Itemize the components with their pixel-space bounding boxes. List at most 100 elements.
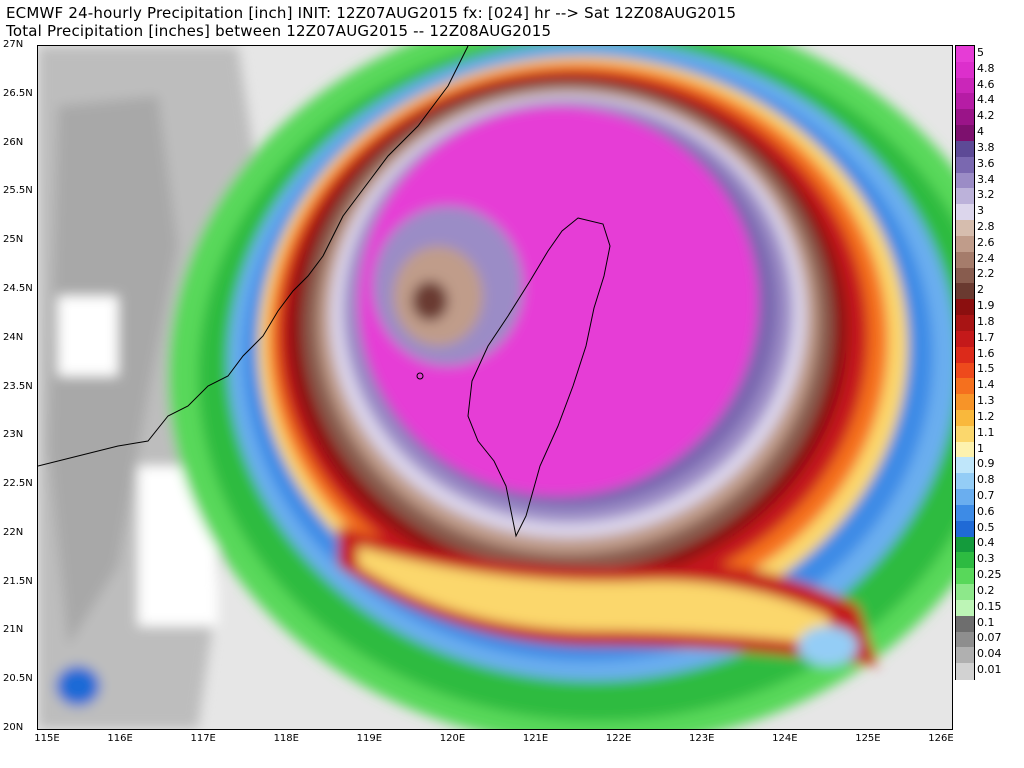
colorbar-swatch [956, 504, 974, 522]
colorbar-label: 1.9 [977, 299, 995, 313]
colorbar-swatch [956, 61, 974, 79]
lat-label: 24.5N [3, 282, 33, 294]
colorbar-swatch [956, 378, 974, 395]
colorbar-swatch [956, 631, 974, 648]
colorbar-label: 0.7 [977, 489, 995, 502]
colorbar-label: 0.2 [977, 583, 995, 597]
colorbar-label: 3.8 [977, 140, 995, 154]
colorbar-label: 3 [977, 204, 984, 218]
colorbar-swatch [956, 536, 974, 553]
lat-label: 21.5N [3, 575, 33, 587]
precipitation-map [37, 45, 953, 730]
colorbar-swatch [956, 425, 974, 443]
colorbar-label: 1.3 [977, 394, 995, 408]
colorbar-swatch [956, 140, 974, 158]
colorbar-label: 3.2 [977, 188, 995, 202]
colorbar-label: 1.7 [977, 330, 995, 344]
lat-label: 22.5N [3, 478, 33, 490]
colorbar-label: 1.2 [977, 409, 995, 423]
colorbar-swatch [956, 299, 974, 316]
colorbar-swatch [956, 109, 974, 126]
colorbar-label: 0.3 [977, 552, 995, 566]
lat-label: 25.5N [3, 185, 33, 197]
lat-label: 23N [3, 429, 24, 441]
lon-label: 119E [356, 733, 383, 744]
colorbar-swatch [956, 172, 974, 190]
lon-label: 126E [928, 733, 954, 744]
colorbar [955, 45, 975, 680]
colorbar-label: 1.1 [977, 425, 995, 439]
colorbar-swatch [956, 409, 974, 427]
colorbar-swatch [956, 489, 974, 506]
taiwan-outline [467, 217, 611, 538]
lat-label: 20N [3, 722, 24, 733]
colorbar-swatch [956, 315, 974, 332]
lat-label: 24N [3, 331, 24, 343]
colorbar-swatch [956, 457, 974, 474]
colorbar-swatch [956, 473, 974, 490]
penghu-islands [416, 372, 424, 380]
china-coastline [38, 46, 469, 467]
colorbar-label: 1.4 [977, 378, 995, 392]
colorbar-label: 2.8 [977, 219, 995, 233]
colorbar-label: 1 [977, 441, 984, 455]
lon-label: 125E [855, 733, 881, 744]
lat-label: 21N [3, 624, 24, 636]
colorbar-swatch [956, 46, 974, 63]
colorbar-label: 2 [977, 283, 984, 297]
colorbar-swatch [956, 663, 974, 680]
precipitation-field [38, 46, 952, 729]
lat-label: 26N [3, 136, 24, 148]
colorbar-swatch [956, 441, 974, 459]
lat-label: 27N [3, 39, 24, 50]
lon-label: 117E [190, 733, 216, 744]
colorbar-label: 0.1 [977, 615, 995, 629]
lat-label: 25N [3, 234, 24, 246]
colorbar-label: 1.5 [977, 362, 995, 376]
colorbar-label: 4.4 [977, 93, 995, 107]
lat-label: 20.5N [3, 673, 33, 685]
colorbar-swatch [956, 394, 974, 411]
colorbar-swatch [956, 125, 974, 142]
colorbar-label: 2.4 [977, 251, 995, 265]
colorbar-label: 4.8 [977, 61, 995, 75]
colorbar-label: 3.6 [977, 156, 995, 170]
colorbar-label: 2.2 [977, 267, 995, 281]
colorbar-label: 0.01 [977, 663, 1002, 677]
colorbar-label: 4 [977, 125, 984, 139]
lon-label: 115E [34, 733, 60, 744]
colorbar-swatch [956, 615, 974, 633]
colorbar-label: 1.6 [977, 346, 995, 360]
colorbar-label: 2.6 [977, 235, 995, 249]
colorbar-label: 4.2 [977, 109, 995, 123]
lon-label: 118E [273, 733, 299, 744]
lon-label: 116E [107, 733, 133, 744]
colorbar-swatch [956, 267, 974, 284]
lat-label: 26.5N [3, 87, 33, 99]
lat-label: 22N [3, 526, 24, 538]
colorbar-label: 0.8 [977, 473, 995, 487]
lon-label: 124E [772, 733, 798, 744]
lon-label: 123E [689, 733, 715, 744]
lon-label: 120E [439, 733, 466, 744]
colorbar-swatch [956, 599, 974, 617]
colorbar-label: 0.6 [977, 504, 995, 518]
colorbar-swatch [956, 188, 974, 205]
title-line-2: Total Precipitation [inches] between 12Z… [6, 22, 552, 40]
colorbar-label: 3.4 [977, 172, 995, 186]
lon-label: 121E [522, 733, 549, 744]
colorbar-swatch [956, 647, 974, 664]
colorbar-swatch [956, 77, 974, 95]
colorbar-label: 0.5 [977, 520, 995, 534]
colorbar-swatch [956, 220, 974, 237]
colorbar-swatch [956, 552, 974, 569]
colorbar-swatch [956, 93, 974, 110]
colorbar-label: 0.07 [977, 631, 1002, 645]
colorbar-swatch [956, 346, 974, 364]
lat-label: 23.5N [3, 380, 33, 392]
colorbar-swatch [956, 584, 974, 601]
colorbar-swatch [956, 204, 974, 221]
colorbar-label: 5 [977, 45, 984, 59]
colorbar-swatch [956, 156, 974, 174]
colorbar-label: 0.4 [977, 536, 995, 550]
